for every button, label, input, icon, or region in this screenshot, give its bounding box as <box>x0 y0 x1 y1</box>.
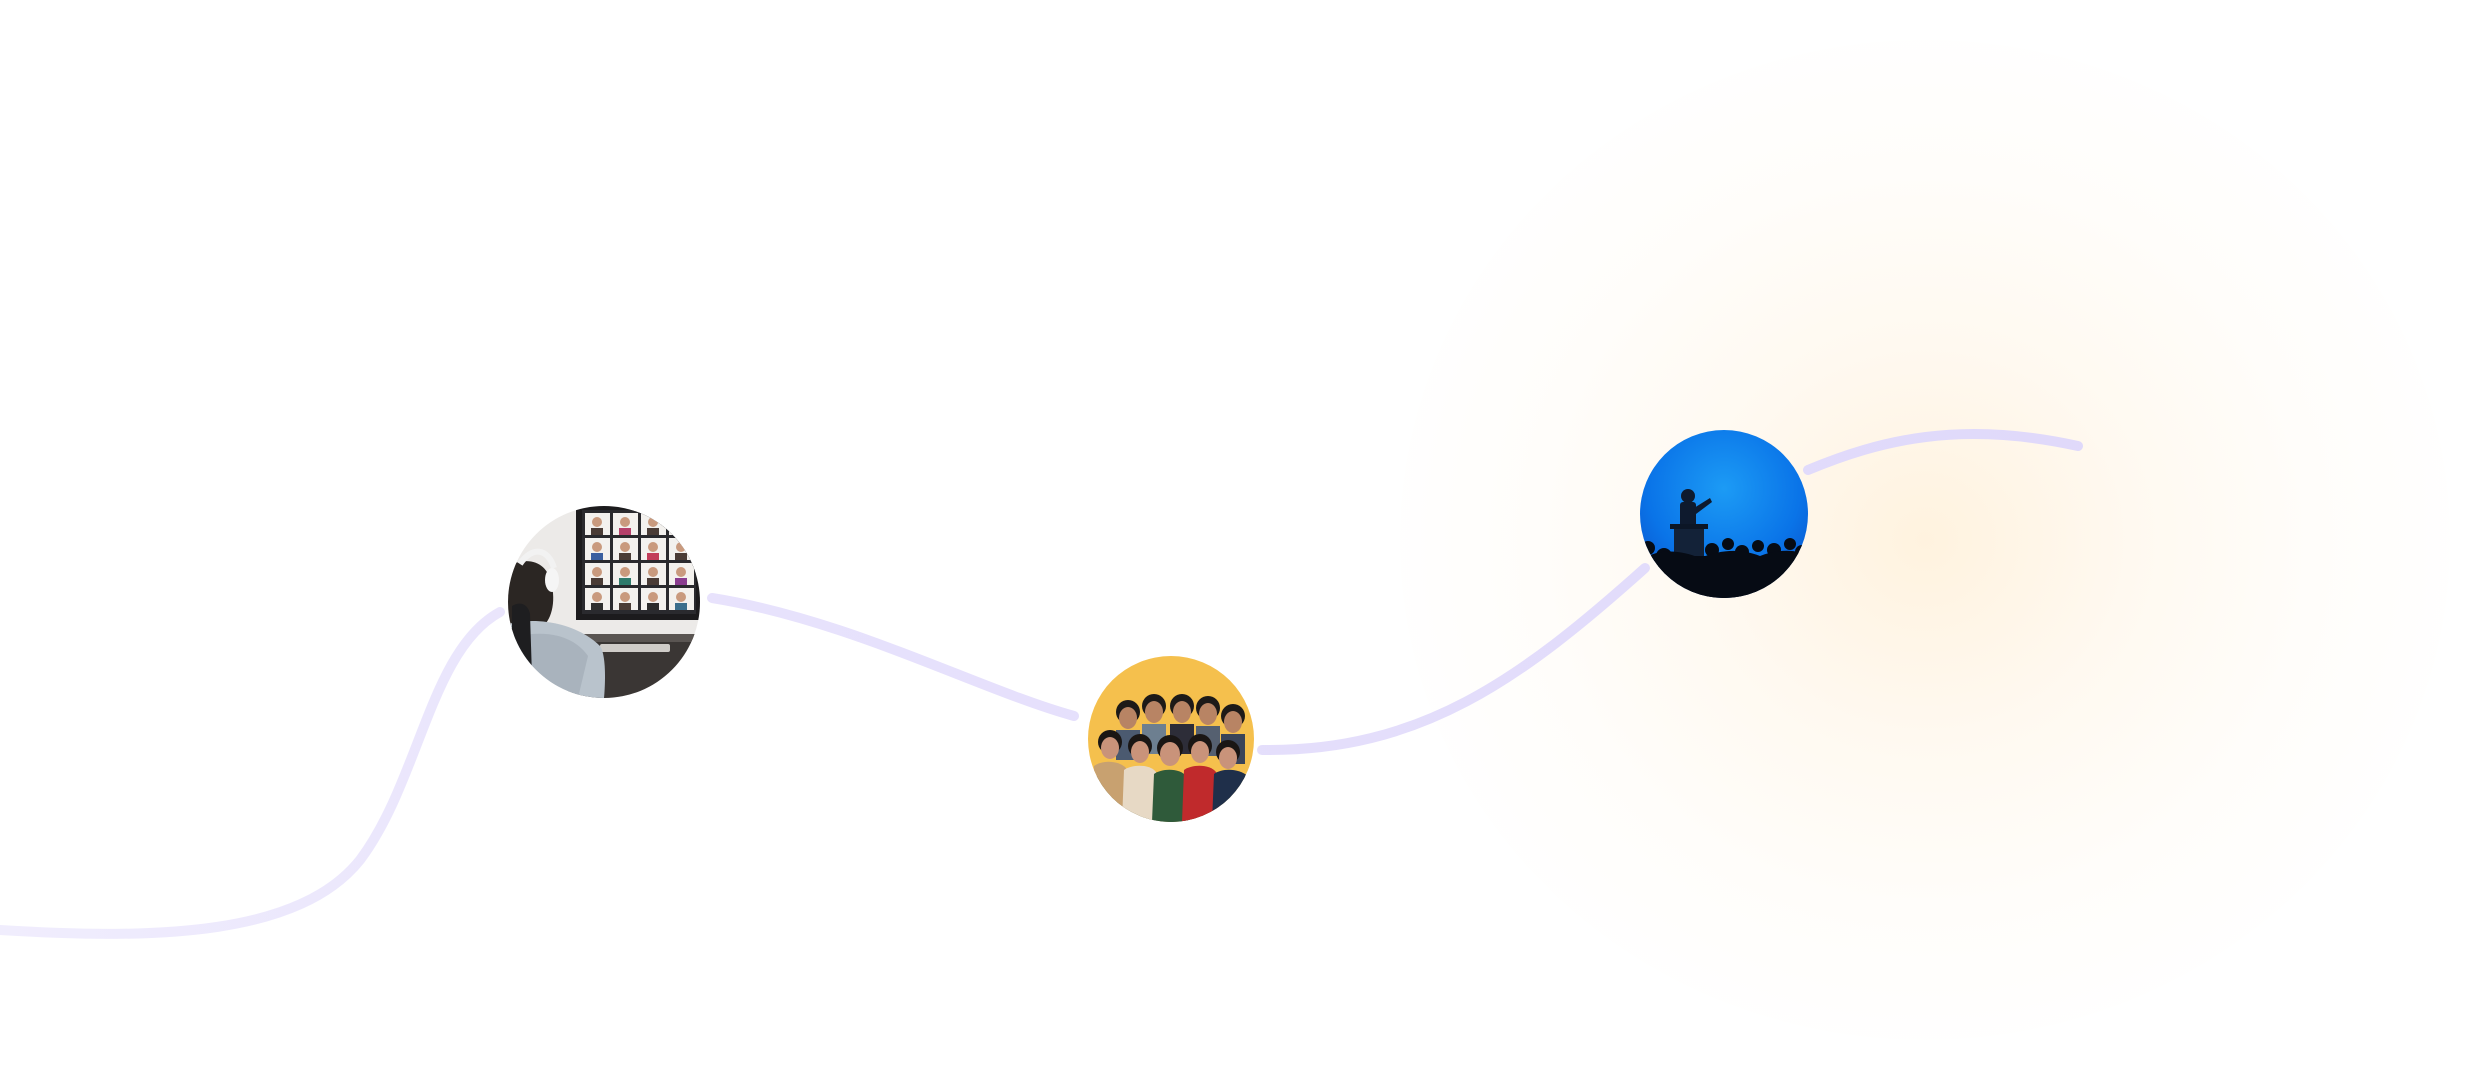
video-conference-photo <box>508 506 700 698</box>
video-grid <box>585 513 694 610</box>
path-segment-3 <box>1257 563 1650 756</box>
speaker-silhouette <box>1670 489 1712 556</box>
path-segment-4 <box>1803 429 2083 475</box>
path-segment-1 <box>0 607 505 939</box>
background-glow <box>1400 40 2450 1040</box>
speaker-audience-photo <box>1640 430 1808 598</box>
path-segment-2 <box>707 593 1079 721</box>
group-selfie-photo <box>1088 656 1254 822</box>
